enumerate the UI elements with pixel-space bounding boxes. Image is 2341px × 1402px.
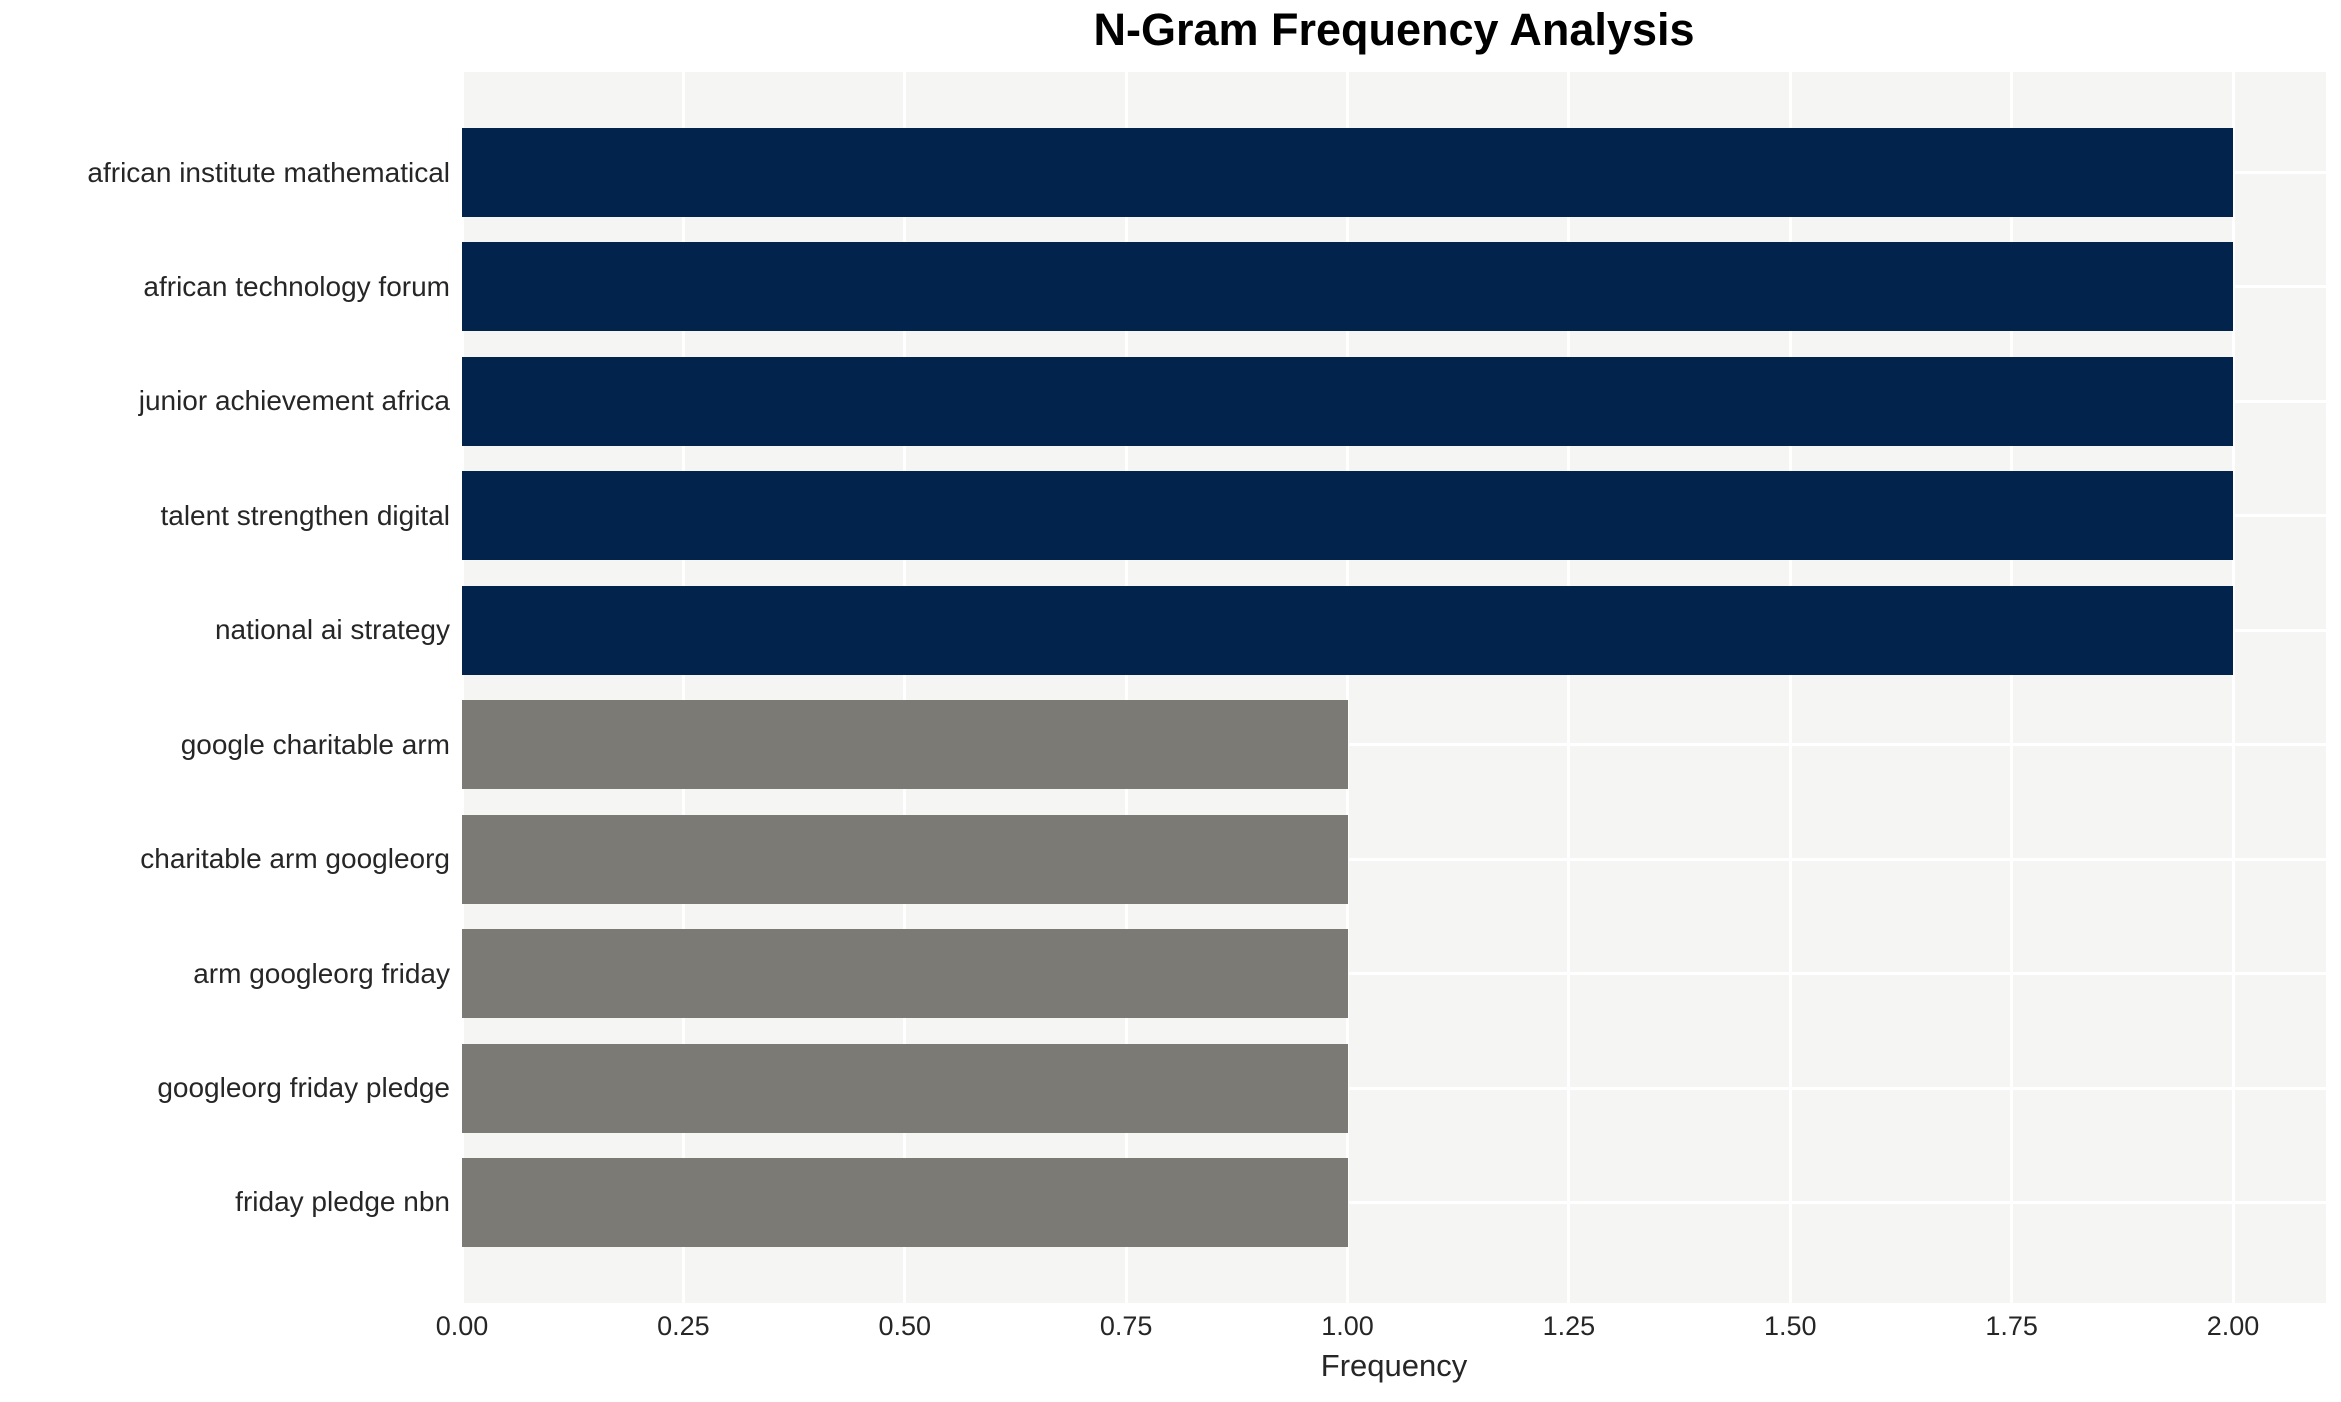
y-axis-label: junior achievement africa xyxy=(138,385,450,417)
horizontal-gridline xyxy=(462,1086,2326,1090)
vertical-gridline xyxy=(460,72,464,1303)
x-axis-tick-label: 1.00 xyxy=(1321,1311,1374,1341)
plot-area xyxy=(460,72,2326,1303)
vertical-gridline xyxy=(1124,72,1128,1303)
x-axis-tick-label: 0.25 xyxy=(657,1311,710,1341)
vertical-gridline xyxy=(1346,72,1349,1303)
horizontal-gridline xyxy=(462,743,2326,747)
vertical-gridline xyxy=(2231,72,2235,1303)
x-axis-tick-label: 0.50 xyxy=(878,1311,932,1341)
y-axis-label: african technology forum xyxy=(143,270,450,302)
x-axis-title: Frequency xyxy=(1320,1348,1468,1383)
y-axis-labels: african institute mathematical african te… xyxy=(0,72,450,1303)
y-axis-label: friday pledge nbn xyxy=(235,1186,450,1218)
chart-title: N-Gram Frequency Analysis xyxy=(1093,4,1695,55)
y-axis-label: googleorg friday pledge xyxy=(157,1072,450,1104)
y-axis-label: arm googleorg friday xyxy=(193,957,450,989)
bar xyxy=(462,242,2234,332)
bar xyxy=(462,128,2234,217)
horizontal-gridline xyxy=(462,972,2326,976)
bar xyxy=(462,700,1348,790)
x-axis-tick-label: 1.75 xyxy=(1985,1311,2038,1341)
y-axis-label: national ai strategy xyxy=(214,614,450,646)
y-axis-label: talent strengthen digital xyxy=(160,499,450,531)
y-axis-label: google charitable arm xyxy=(180,728,450,760)
x-axis-ticks: 0.00 0.25 0.50 0.75 1.00 1.25 1.50 1.75 2.00 xyxy=(436,1311,2326,1345)
x-axis-tick-label: 2.00 xyxy=(2206,1311,2260,1341)
x-axis-tick-label: 1.50 xyxy=(1763,1311,1817,1341)
x-axis-tick-label: 0.00 xyxy=(435,1311,489,1341)
horizontal-gridline xyxy=(462,857,2326,861)
horizontal-gridline xyxy=(462,1200,2326,1204)
vertical-gridline xyxy=(1788,72,1792,1303)
y-axis-label: african institute mathematical xyxy=(87,156,450,188)
x-axis-tick-label: 0.75 xyxy=(1099,1311,1153,1341)
vertical-gridline xyxy=(2010,72,2014,1303)
bar xyxy=(462,814,1348,904)
vertical-gridline xyxy=(681,72,685,1303)
vertical-gridline xyxy=(903,72,907,1303)
x-axis-tick-label: 1.25 xyxy=(1542,1311,1596,1341)
bar xyxy=(462,585,2234,675)
vertical-gridline xyxy=(1567,72,1571,1303)
bar xyxy=(462,356,2234,446)
bar xyxy=(462,929,1348,1019)
bar xyxy=(462,1043,1348,1133)
y-axis-label: charitable arm googleorg xyxy=(140,843,450,875)
bar xyxy=(462,1157,1348,1247)
bar xyxy=(462,471,2234,561)
